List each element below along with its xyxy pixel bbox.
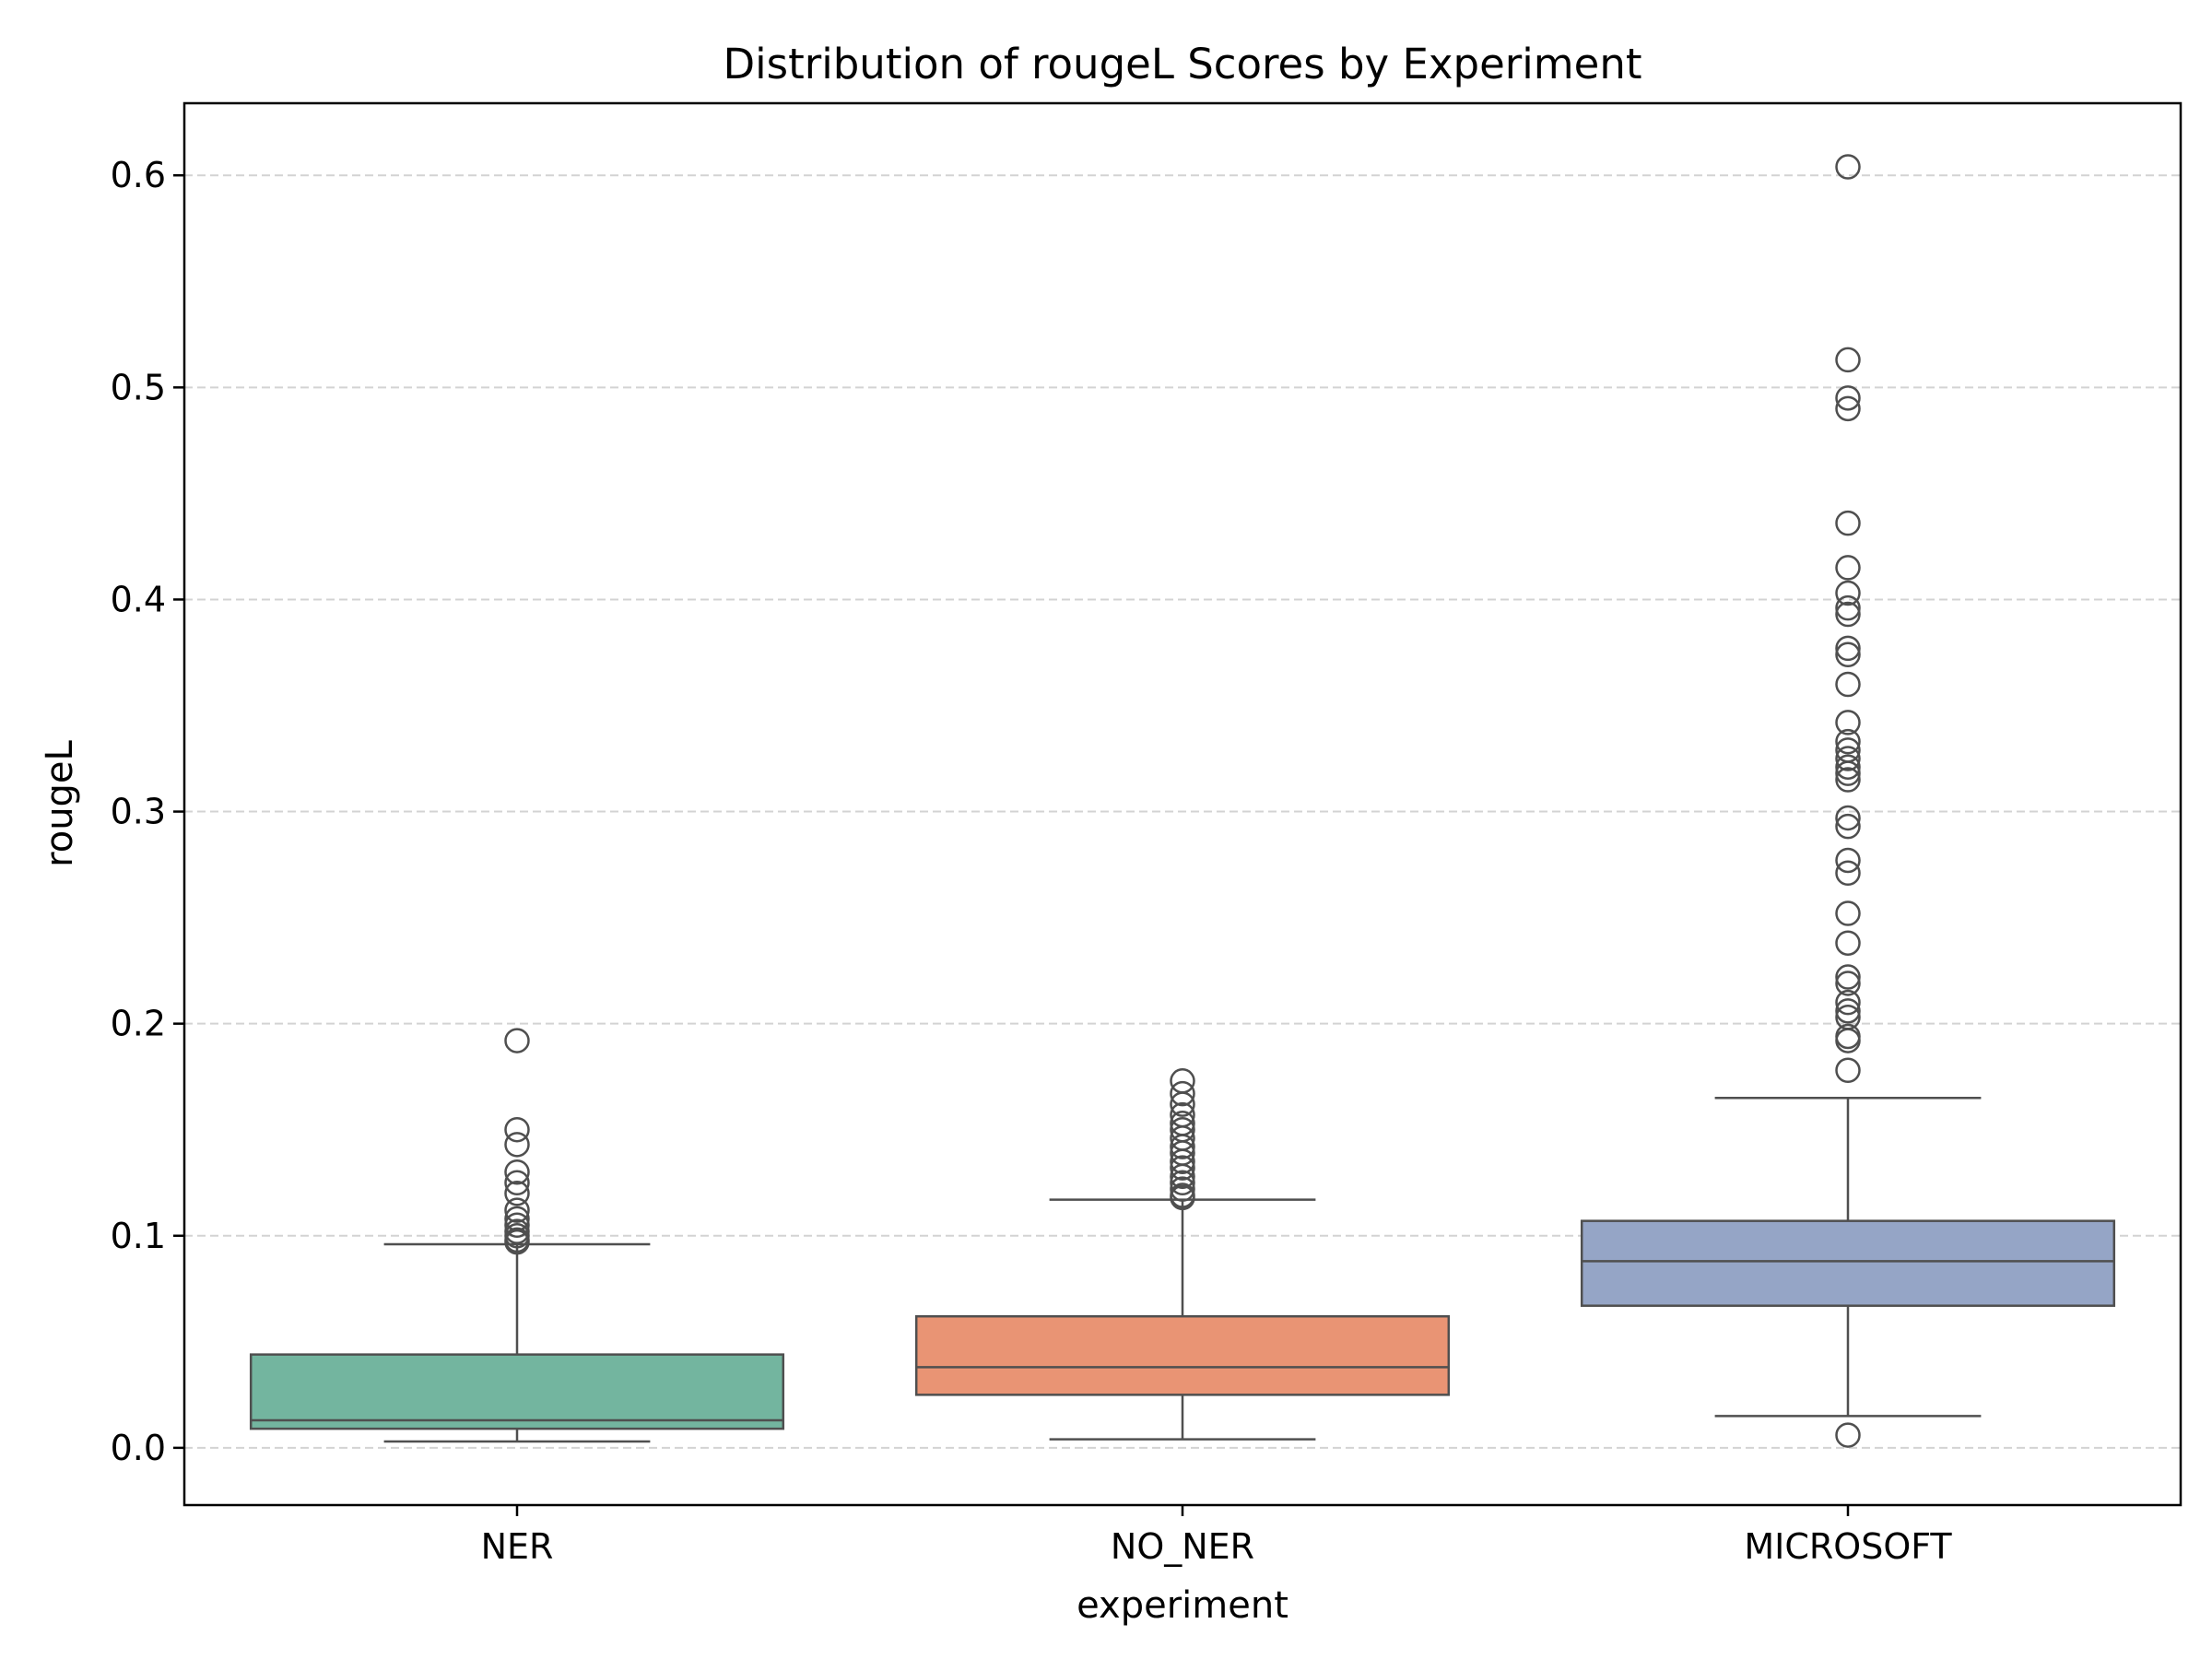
box-series (249, 154, 2116, 1448)
outlier-point (504, 1197, 530, 1223)
outlier-point (1835, 594, 1861, 621)
outlier-point (1170, 1155, 1195, 1181)
y-tick-label: 0.3 (111, 792, 166, 832)
outlier-point (1835, 710, 1861, 735)
outlier-point (1835, 555, 1861, 581)
outlier-point (1835, 971, 1861, 996)
y-tick-label: 0.5 (111, 367, 166, 407)
outlier-point (1835, 395, 1861, 422)
outlier-point (1835, 964, 1861, 990)
x-tick-label: NER (481, 1526, 554, 1567)
outlier-point (1835, 930, 1861, 956)
outlier-point (1170, 1170, 1195, 1195)
outlier-point (1835, 989, 1861, 1016)
outlier-point (1835, 1422, 1861, 1448)
outlier-point (1835, 601, 1861, 628)
outlier-point (1835, 998, 1861, 1024)
outlier-point (1835, 1057, 1861, 1084)
outlier-point (1835, 847, 1861, 874)
iqr-box (1580, 1219, 2116, 1307)
outlier-point (1835, 635, 1861, 662)
outlier-point (1170, 1134, 1195, 1159)
x-axis: NER NO_NER MICROSOFT (481, 1505, 1952, 1567)
outlier-point (1835, 746, 1861, 771)
outlier-point (1170, 1184, 1195, 1211)
outlier-point (1835, 671, 1861, 698)
iqr-box (249, 1353, 785, 1430)
outlier-point (1170, 1068, 1195, 1094)
outlier-point (1835, 900, 1861, 926)
outlier-point (504, 1028, 530, 1053)
box-group (914, 1068, 1451, 1441)
outlier-point (504, 1170, 530, 1195)
outlier-point (1835, 641, 1861, 668)
outlier-point (1835, 805, 1861, 831)
outlier-point (1835, 813, 1861, 840)
x-axis-label: experiment (1077, 1584, 1288, 1627)
y-axis: 0.0 0.1 0.2 0.3 0.4 0.5 0.6 (111, 155, 184, 1468)
outlier-point (1835, 1028, 1861, 1053)
iqr-box (914, 1314, 1451, 1396)
outlier-point (504, 1212, 530, 1239)
y-axis-label: rougeL (39, 739, 81, 866)
outlier-point (1835, 580, 1861, 606)
outlier-point (1835, 385, 1861, 411)
outlier-point (504, 1132, 530, 1158)
x-tick-label: NO_NER (1111, 1526, 1254, 1567)
outlier-point (1170, 1148, 1195, 1174)
box-group (1580, 154, 2116, 1448)
outlier-point (1835, 767, 1861, 793)
y-tick-label: 0.6 (111, 155, 166, 195)
outlier-point (1170, 1163, 1195, 1190)
y-tick-label: 0.2 (111, 1004, 166, 1044)
outlier-point (504, 1159, 530, 1185)
outlier-point (1835, 754, 1861, 780)
chart-title: Distribution of rougeL Scores by Experim… (724, 40, 1642, 88)
outlier-point (1170, 1091, 1195, 1117)
y-tick-label: 0.4 (111, 579, 166, 619)
outlier-point (1835, 760, 1861, 786)
outlier-point (1835, 860, 1861, 887)
box-group (249, 1028, 785, 1443)
outlier-point (504, 1116, 530, 1143)
outlier-point (1170, 1176, 1195, 1202)
y-tick-label: 0.1 (111, 1216, 166, 1256)
x-tick-label: MICROSOFT (1744, 1526, 1952, 1567)
outlier-point (1835, 347, 1861, 373)
outlier-point (1835, 154, 1861, 180)
outlier-point (1835, 728, 1861, 755)
y-tick-label: 0.0 (111, 1428, 166, 1468)
outlier-point (504, 1180, 530, 1206)
outlier-point (504, 1229, 530, 1255)
outlier-point (1835, 510, 1861, 536)
outlier-point (1170, 1080, 1195, 1107)
